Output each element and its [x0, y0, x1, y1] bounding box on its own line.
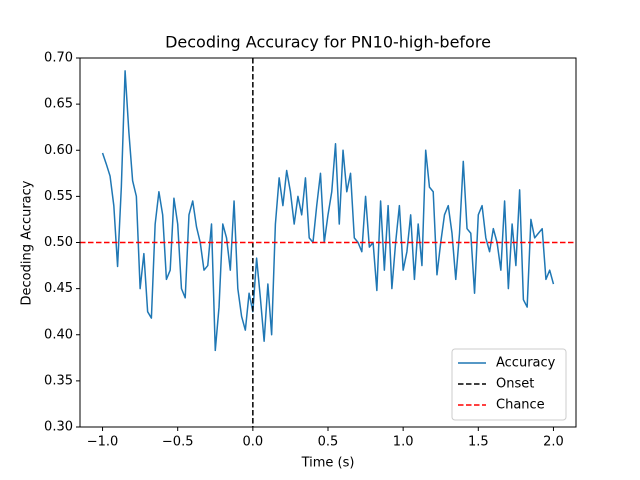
- y-axis-label: Decoding Accuracy: [20, 180, 35, 305]
- legend-label: Chance: [496, 398, 545, 413]
- y-tick-label: 0.45: [44, 281, 73, 296]
- y-tick-label: 0.60: [44, 143, 73, 158]
- y-tick-label: 0.35: [44, 373, 73, 388]
- legend-label: Onset: [496, 377, 534, 392]
- y-tick-label: 0.65: [44, 97, 73, 112]
- x-tick-label: 0.5: [318, 435, 339, 450]
- y-tick-label: 0.30: [44, 420, 73, 435]
- x-tick-label: −1.0: [87, 435, 119, 450]
- x-tick-label: 2.0: [543, 435, 564, 450]
- legend-label: Accuracy: [496, 356, 556, 371]
- x-tick-label: 1.0: [393, 435, 414, 450]
- chart-title: Decoding Accuracy for PN10-high-before: [165, 33, 491, 52]
- x-tick-label: 0.0: [243, 435, 264, 450]
- y-tick-label: 0.50: [44, 235, 73, 250]
- y-tick-label: 0.70: [44, 51, 73, 66]
- plot-frame: [79, 57, 577, 428]
- data-line: [101, 70, 555, 352]
- y-tick-label: 0.40: [44, 327, 73, 342]
- x-axis-label: Time (s): [301, 456, 355, 471]
- x-tick-label: 1.5: [468, 435, 489, 450]
- legend-box: [451, 348, 567, 421]
- x-tick-label: −0.5: [162, 435, 194, 450]
- y-tick-label: 0.55: [44, 189, 73, 204]
